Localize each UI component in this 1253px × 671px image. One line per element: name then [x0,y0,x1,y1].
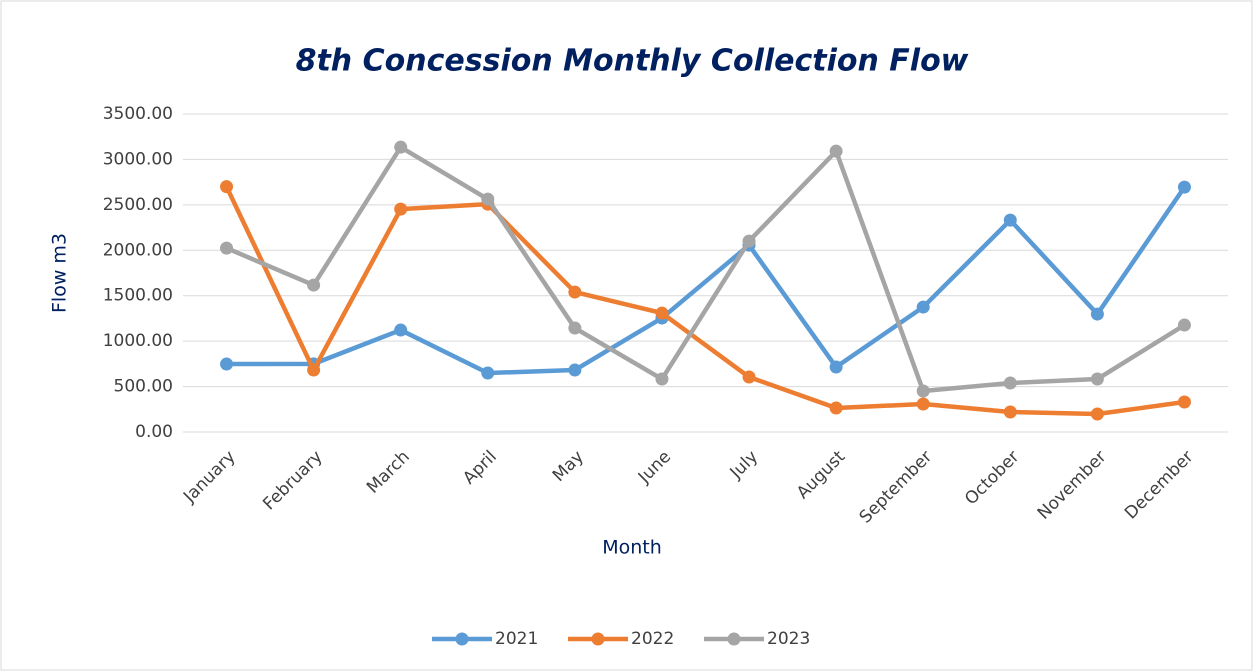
data-point [307,363,321,377]
data-point [394,323,408,337]
y-tick-label: 1000.00 [103,331,173,351]
legend-marker [455,632,469,646]
x-axis-title: Month [602,537,662,559]
data-point [568,321,582,335]
data-point [220,180,234,194]
series-line [225,144,1186,394]
data-point [220,241,234,255]
data-point [220,357,234,371]
y-tick-label: 2000.00 [103,240,173,260]
data-point [829,144,843,158]
legend-marker [591,632,605,646]
data-point [1003,213,1017,227]
data-point [1177,180,1191,194]
y-axis-title: Flow m3 [49,233,71,313]
legend-marker [727,632,741,646]
data-point [1003,405,1017,419]
data-point [742,370,756,384]
data-point [1090,307,1104,321]
y-tick-label: 500.00 [114,377,173,397]
y-tick-label: 0.00 [135,422,173,442]
data-point [394,202,408,216]
y-tick-label: 3000.00 [103,149,173,169]
data-point [916,397,930,411]
data-point [481,366,495,380]
chart-title: 8th Concession Monthly Collection Flow [296,44,969,79]
series-line [224,185,1185,417]
y-tick-label: 1500.00 [103,286,173,306]
data-point [1177,395,1191,409]
data-point [655,372,669,386]
data-point [1090,407,1104,421]
data-point [1090,372,1104,386]
data-point [568,285,582,299]
data-point [742,234,756,248]
data-point [829,360,843,374]
legend-label: 2021 [495,629,538,649]
data-point [481,192,495,206]
y-tick-label: 3500.00 [103,104,173,124]
data-point [655,306,669,320]
legend-label: 2022 [631,629,674,649]
data-point [829,401,843,415]
data-point [394,140,408,154]
data-point [1003,376,1017,390]
series-line [226,185,1187,376]
data-point [916,300,930,314]
data-point [307,278,321,292]
y-tick-label: 2500.00 [103,195,173,215]
data-point [1177,318,1191,332]
legend-label: 2023 [767,629,810,649]
data-point [916,384,930,398]
data-point [568,363,582,377]
